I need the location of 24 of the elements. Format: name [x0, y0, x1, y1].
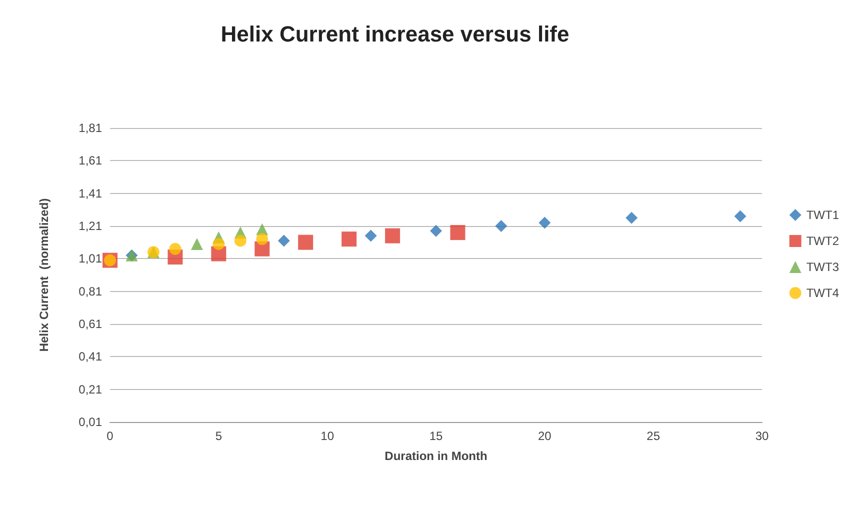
x-axis-title: Duration in Month [384, 449, 488, 463]
x-tick-label: 10 [320, 429, 334, 443]
x-tick-label: 25 [646, 429, 660, 443]
legend-label: TWT2 [806, 234, 840, 248]
y-tick-label: 1,81 [78, 121, 102, 135]
y-tick-label: 1,21 [78, 219, 102, 233]
x-tick-label: 20 [538, 429, 552, 443]
legend-label: TWT4 [806, 286, 840, 300]
y-tick-label: 0,41 [78, 350, 102, 364]
legend-label: TWT3 [806, 260, 840, 274]
x-tick-label: 0 [106, 429, 114, 443]
y-tick-label: 1,41 [78, 186, 102, 200]
x-tick-label: 5 [215, 429, 222, 443]
y-tick-label: 1,61 [78, 154, 102, 168]
y-tick-label: 0,01 [78, 415, 102, 429]
y-tick-label: 0,61 [78, 317, 102, 331]
legend-label: TWT1 [806, 208, 840, 222]
y-tick-label: 0,81 [78, 284, 102, 298]
y-tick-label: 0,21 [78, 382, 102, 396]
chart-title: Helix Current increase versus life [220, 22, 570, 46]
y-tick-label: 1,01 [78, 252, 102, 266]
x-tick-label: 15 [429, 429, 443, 443]
x-tick-label: 30 [755, 429, 769, 443]
y-axis-title: Helix Current (normalized) [37, 198, 51, 352]
